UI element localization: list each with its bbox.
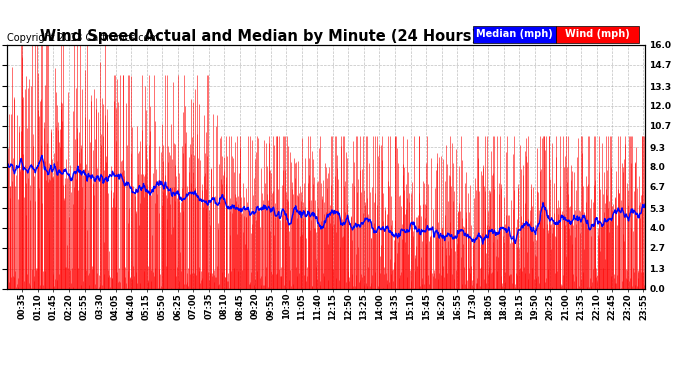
Text: Median (mph): Median (mph) bbox=[476, 29, 553, 39]
Text: Copyright 2013 Cartronics.com: Copyright 2013 Cartronics.com bbox=[7, 33, 159, 43]
FancyBboxPatch shape bbox=[556, 26, 639, 43]
Title: Wind Speed Actual and Median by Minute (24 Hours) (Old) 20130219: Wind Speed Actual and Median by Minute (… bbox=[41, 29, 611, 44]
Text: Wind (mph): Wind (mph) bbox=[565, 29, 630, 39]
FancyBboxPatch shape bbox=[473, 26, 556, 43]
